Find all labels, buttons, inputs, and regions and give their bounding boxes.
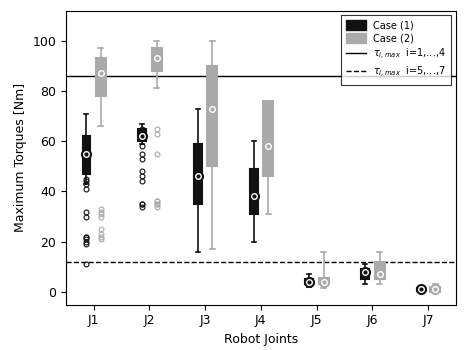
PathPatch shape [319, 278, 329, 285]
PathPatch shape [250, 169, 258, 214]
PathPatch shape [138, 128, 146, 141]
PathPatch shape [194, 144, 202, 204]
PathPatch shape [430, 287, 440, 292]
Y-axis label: Maximum Torques [Nm]: Maximum Torques [Nm] [14, 83, 27, 232]
Legend: Case (1), Case (2), $\tau_{i,max}$  i=1,...,4, $\tau_{i,max}$  i=5,...,7: Case (1), Case (2), $\tau_{i,max}$ i=1,.… [341, 15, 451, 85]
PathPatch shape [306, 279, 313, 285]
PathPatch shape [375, 262, 384, 279]
PathPatch shape [263, 101, 273, 176]
PathPatch shape [361, 269, 369, 279]
PathPatch shape [417, 288, 425, 291]
PathPatch shape [96, 58, 106, 96]
PathPatch shape [152, 48, 162, 71]
PathPatch shape [83, 136, 90, 174]
PathPatch shape [207, 66, 218, 166]
X-axis label: Robot Joints: Robot Joints [224, 333, 298, 346]
